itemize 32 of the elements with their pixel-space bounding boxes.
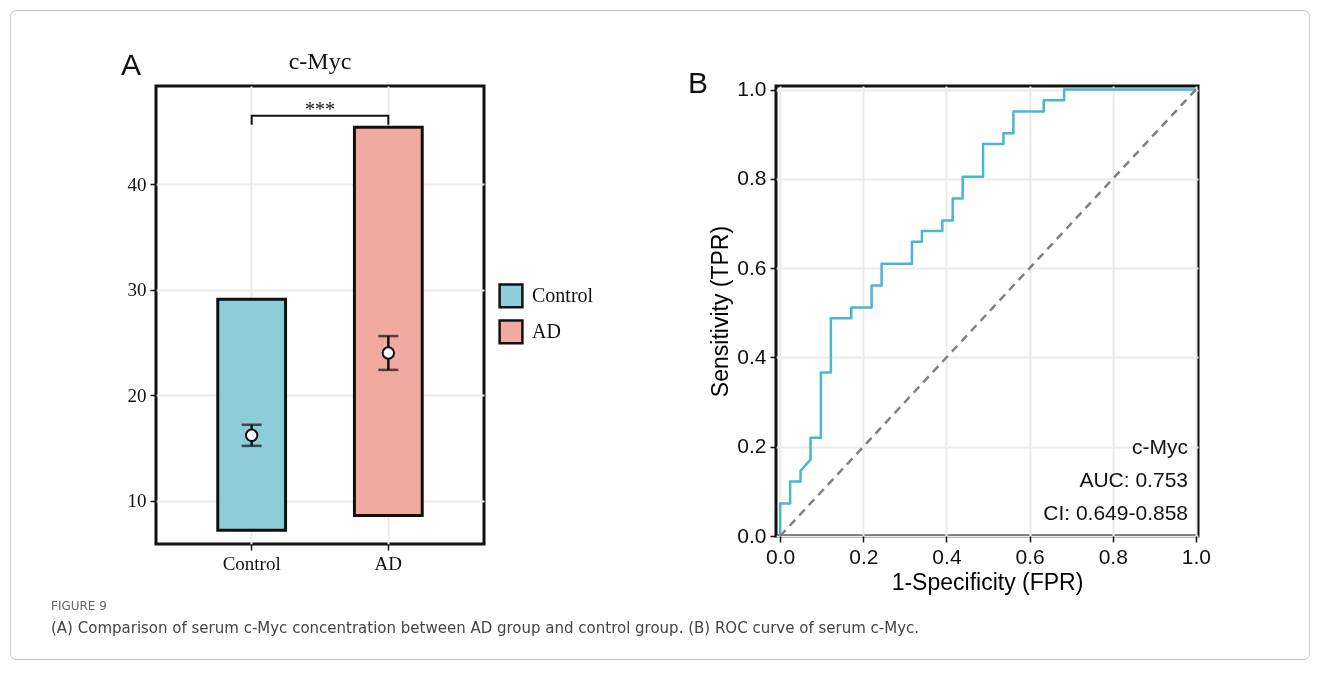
text: A xyxy=(121,48,142,81)
chart-title: c-Myc xyxy=(288,48,352,74)
text: B xyxy=(688,66,709,99)
y-tick-label: 0.0 xyxy=(737,523,767,547)
x-tick-label: 1.0 xyxy=(1181,544,1212,568)
x-tick-label: AD xyxy=(374,552,403,574)
x-tick-label: Control xyxy=(222,552,281,574)
y-tick-label: 0.2 xyxy=(737,434,767,458)
y-tick-label: 40 xyxy=(127,173,147,195)
line-series xyxy=(778,88,1198,538)
y-tick-label: 0.4 xyxy=(737,344,767,368)
annotation: c-Myc xyxy=(1132,435,1188,458)
annotation: CI: 0.649-0.858 xyxy=(1043,501,1188,524)
x-tick-label: 0.0 xyxy=(766,544,796,568)
annotation: *** xyxy=(305,97,335,120)
legend-label: Control xyxy=(532,283,594,306)
x-axis-title: 1-Specificity (FPR) xyxy=(891,568,1084,595)
x-tick-label: 0.6 xyxy=(1015,544,1045,568)
text: (A) Comparison of serum c-Myc concentration between AD group and control group. (B) ROC curve of serum c-Myc. xyxy=(51,619,920,637)
caption: FIGURE 9 xyxy=(51,599,108,613)
y-tick-label: 10 xyxy=(127,490,147,512)
x-tick-label: 0.4 xyxy=(932,544,962,568)
y-axis-title: Sensitivity (TPR) xyxy=(707,225,734,398)
y-tick-label: 20 xyxy=(127,384,147,406)
y-tick-label: 1.0 xyxy=(737,77,767,101)
legend-label: AD xyxy=(532,319,561,342)
x-tick-label: 0.8 xyxy=(1098,544,1128,568)
annotation: AUC: 0.753 xyxy=(1079,468,1188,491)
y-tick-label: 0.6 xyxy=(737,255,767,279)
y-tick-label: 30 xyxy=(127,279,147,301)
y-tick-label: 0.8 xyxy=(737,166,767,190)
x-tick-label: 0.2 xyxy=(849,544,879,568)
